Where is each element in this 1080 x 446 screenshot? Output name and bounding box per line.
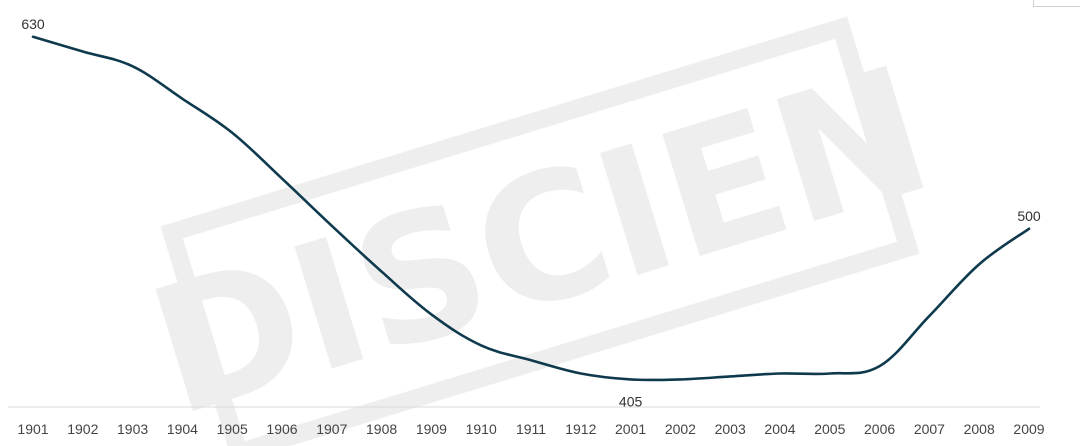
x-tick-label: 2003 [715,421,746,437]
data-label: 405 [619,393,643,409]
x-tick-label: 1902 [67,421,98,437]
corner-mark [1033,0,1080,7]
x-tick-label: 1909 [416,421,447,437]
series-line [31,35,1031,382]
x-tick-label: 1911 [516,421,546,437]
x-tick-label: 2004 [764,421,795,437]
x-tick-label: 2002 [665,421,696,437]
x-tick-label: 1907 [316,421,347,437]
x-tick-label: 2001 [615,421,646,437]
x-tick-label: 1905 [217,421,248,437]
watermark-text: DISCIEN [130,29,951,446]
x-tick-label: 2007 [914,421,945,437]
x-tick-label: 2005 [814,421,845,437]
x-tick-label: 2008 [964,421,995,437]
x-tick-label: 1906 [266,421,297,437]
x-tick-label: 1912 [565,421,596,437]
x-tick-label: 2006 [864,421,895,437]
x-tick-label: 1908 [366,421,397,437]
x-tick-label: 1904 [167,421,198,437]
data-label: 500 [1017,208,1041,224]
x-tick-label: 1903 [117,421,148,437]
watermark-frame [160,16,920,446]
x-tick-label: 2009 [1013,421,1044,437]
x-tick-labels: 1901 1902 1903 1904 1905 1906 1907 1908 1909 1910… [17,421,1044,437]
watermark: DISCIEN [130,16,951,446]
x-tick-label: 1901 [17,421,48,437]
data-label: 630 [21,16,45,32]
x-tick-label: 1910 [466,421,497,437]
data-labels: 630 405 500 [21,16,1041,410]
